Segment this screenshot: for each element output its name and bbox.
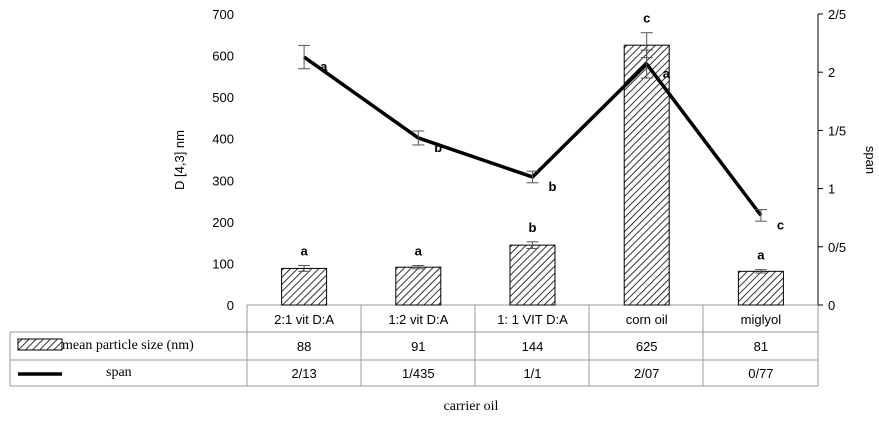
- y2-tick-label: 1/5: [828, 123, 846, 138]
- y-tick-label: 100: [212, 256, 234, 271]
- legend-bar-swatch: [17, 338, 63, 351]
- bar: [737, 270, 784, 306]
- bar: [395, 266, 442, 306]
- category-label: corn oil: [626, 312, 668, 327]
- right-axis-ticks: 0 0/5 1 1/5 2 2/5: [818, 7, 846, 313]
- span-significance-label: b: [434, 140, 442, 155]
- y2-tick-label: 0: [828, 298, 835, 313]
- table-cell-particle-size: 625: [636, 339, 658, 354]
- span-significance-label: a: [320, 59, 328, 74]
- y2-tick-label: 2/5: [828, 7, 846, 22]
- category-label: 1: 1 VIT D:A: [497, 312, 568, 327]
- table-cell-particle-size: 91: [411, 339, 425, 354]
- bar-significance-label: b: [529, 220, 537, 235]
- bar: [623, 44, 670, 306]
- bar: [509, 244, 556, 306]
- left-axis-ticks: 0 100 200 300 400 500 600 700: [212, 7, 234, 313]
- data-table-grid: [9, 305, 819, 387]
- legend-bar-label: mean particle size (nm): [62, 338, 194, 353]
- bar-significance-label: a: [757, 248, 765, 263]
- bar-significance-label: c: [643, 11, 650, 26]
- y-tick-label: 700: [212, 7, 234, 22]
- data-table-cells: 88 91 144 625 81 2/13 1/435 1/1 2/07 0/77: [291, 339, 773, 381]
- bar-series: a a b c a: [281, 11, 784, 306]
- span-line-series: a b b a c: [298, 44, 784, 232]
- table-cell-span: 0/77: [748, 366, 773, 381]
- table-cell-particle-size: 144: [522, 339, 544, 354]
- y-axis-title: D [4,3] nm: [172, 130, 187, 190]
- table-cell-particle-size: 81: [754, 339, 768, 354]
- y-tick-label: 400: [212, 132, 234, 147]
- bar-significance-label: a: [300, 244, 308, 259]
- x-axis-title: carrier oil: [444, 399, 499, 414]
- category-label: 2:1 vit D:A: [274, 312, 334, 327]
- y2-tick-label: 2: [828, 65, 835, 80]
- table-cell-span: 1/435: [402, 366, 435, 381]
- y-tick-label: 300: [212, 173, 234, 188]
- span-significance-label: c: [777, 217, 784, 232]
- category-label: 1:2 vit D:A: [388, 312, 448, 327]
- y2-tick-label: 0/5: [828, 240, 846, 255]
- y2-axis-title: span: [863, 146, 878, 174]
- bar-significance-label: a: [415, 244, 423, 259]
- table-cell-span: 2/13: [291, 366, 316, 381]
- y-tick-label: 500: [212, 90, 234, 105]
- table-cell-particle-size: 88: [297, 339, 311, 354]
- bar: [281, 267, 328, 306]
- y2-tick-label: 1: [828, 182, 835, 197]
- span-line: [303, 55, 763, 217]
- span-significance-label: b: [549, 179, 557, 194]
- y-tick-label: 600: [212, 49, 234, 64]
- table-cell-span: 1/1: [523, 366, 541, 381]
- category-labels: 2:1 vit D:A 1:2 vit D:A 1: 1 VIT D:A corn o…: [274, 312, 781, 327]
- y-tick-label: 200: [212, 215, 234, 230]
- y-tick-label: 0: [227, 298, 234, 313]
- legend-line-label: span: [106, 365, 132, 380]
- category-label: miglyol: [741, 312, 782, 327]
- table-cell-span: 2/07: [634, 366, 659, 381]
- span-significance-label: a: [663, 66, 671, 81]
